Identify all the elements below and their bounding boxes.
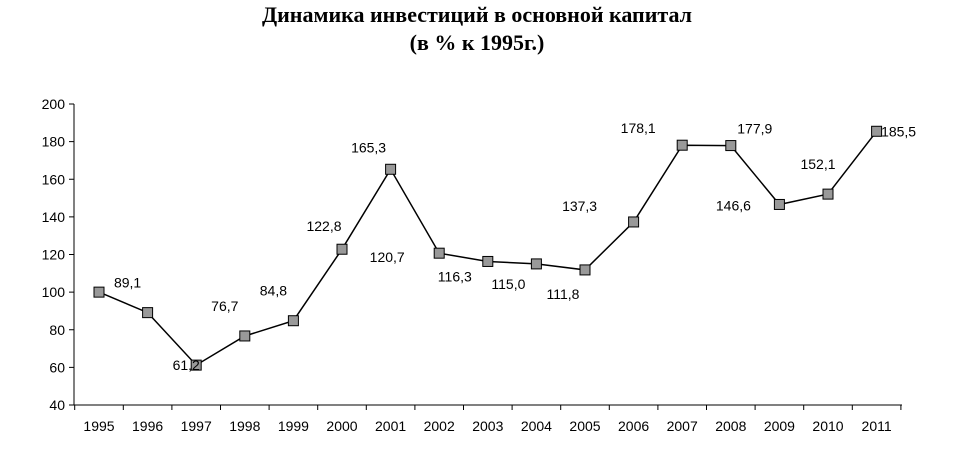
data-point xyxy=(287,315,299,327)
x-tick-label: 1998 xyxy=(229,418,260,434)
data-label: 165,3 xyxy=(351,139,386,155)
y-tick-label: 180 xyxy=(42,134,66,150)
y-tick-label: 40 xyxy=(49,397,65,413)
data-label: 111,8 xyxy=(547,286,580,302)
data-label: 120,7 xyxy=(370,249,405,265)
x-tick-label: 1996 xyxy=(132,418,163,434)
data-label: 152,1 xyxy=(800,156,835,172)
x-tick-label: 2005 xyxy=(569,418,600,434)
y-tick-label: 200 xyxy=(42,96,66,112)
data-point xyxy=(482,255,494,267)
x-tick-label: 2002 xyxy=(424,418,455,434)
x-tick-label: 2008 xyxy=(715,418,746,434)
data-label: 89,1 xyxy=(114,275,141,291)
y-tick-label: 160 xyxy=(42,171,66,187)
x-tick-label: 2011 xyxy=(862,418,892,434)
data-point xyxy=(773,198,785,210)
data-label: 122,8 xyxy=(306,218,341,234)
data-point xyxy=(142,307,154,319)
y-tick-label: 100 xyxy=(42,284,66,300)
x-tick-label: 2006 xyxy=(618,418,649,434)
data-point xyxy=(676,139,688,151)
data-label: 185,5 xyxy=(881,123,916,139)
data-label: 116,3 xyxy=(438,268,472,284)
x-tick-label: 2004 xyxy=(521,418,552,434)
x-tick-label: 1995 xyxy=(83,418,114,434)
data-point xyxy=(433,247,445,259)
y-tick-label: 120 xyxy=(42,247,66,263)
data-label: 84,8 xyxy=(260,283,287,299)
chart-title: Динамика инвестиций в основной капитал xyxy=(261,2,693,27)
data-label: 137,3 xyxy=(562,198,597,214)
data-point xyxy=(239,330,251,342)
y-tick-label: 80 xyxy=(49,322,65,338)
data-label: 178,1 xyxy=(621,120,656,136)
data-label: 76,7 xyxy=(211,298,238,314)
data-point xyxy=(725,140,737,152)
y-tick-label: 140 xyxy=(42,209,66,225)
data-point xyxy=(336,243,348,255)
x-tick-label: 2001 xyxy=(375,418,406,434)
x-tick-label: 2010 xyxy=(812,418,843,434)
data-point xyxy=(579,264,591,276)
data-point xyxy=(871,125,883,137)
data-point xyxy=(385,163,397,175)
x-tick-label: 2003 xyxy=(472,418,503,434)
data-point xyxy=(530,258,542,270)
data-point xyxy=(93,286,105,298)
x-tick-label: 1997 xyxy=(181,418,212,434)
y-tick-label: 60 xyxy=(49,359,65,375)
x-tick-label: 1999 xyxy=(278,418,309,434)
x-tick-label: 2009 xyxy=(764,418,795,434)
chart-subtitle: (в % к 1995г.) xyxy=(409,30,545,55)
data-point xyxy=(822,188,834,200)
data-label: 61,2 xyxy=(173,357,200,373)
x-tick-label: 2007 xyxy=(667,418,698,434)
x-tick-label: 2000 xyxy=(326,418,357,434)
data-label: 115,0 xyxy=(491,276,525,292)
data-label: 146,6 xyxy=(716,197,751,213)
series-line xyxy=(98,130,878,367)
data-label: 177,9 xyxy=(737,121,772,137)
data-point xyxy=(628,216,640,228)
data-point xyxy=(190,359,202,371)
